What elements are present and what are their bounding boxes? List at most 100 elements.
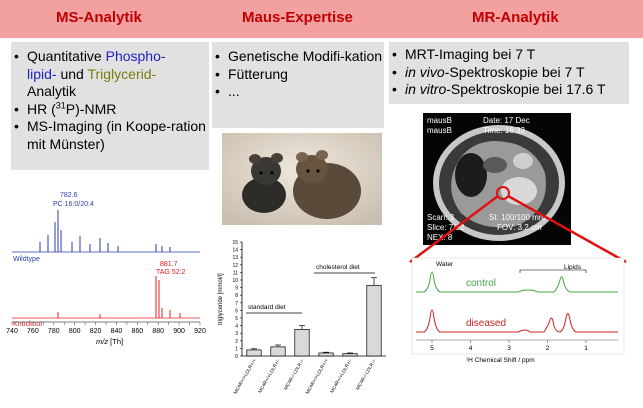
chart-y-tick-label: 12: [232, 263, 238, 269]
svg-text:standard diet: standard diet: [248, 304, 286, 311]
mri-slice: Slice: 7/12: [427, 223, 465, 232]
chart-category-label: MC4R+/+LDLR+/-: [257, 358, 282, 395]
lipids-bracket: [519, 269, 587, 273]
chart-category-label: MC4R-/-LDLR-/-: [283, 358, 306, 392]
chart-bar: [294, 329, 310, 357]
title-maus-expertise: Maus-Expertise: [242, 9, 353, 26]
chart-bar: [318, 352, 334, 357]
svg-text:cholesterol diet: cholesterol diet: [316, 264, 360, 271]
chart-y-tick-label: 9: [235, 286, 238, 292]
mouse-photo: [222, 133, 382, 225]
mr-item-in-vivo: in vivo-Spektroskopie bei 7 T: [389, 64, 629, 82]
chart-y-tick-label: 6: [235, 308, 238, 314]
chart-bar: [366, 284, 382, 357]
mr-panel: MRT-Imaging bei 7 T in vivo-Spektroskopi…: [389, 42, 629, 104]
chart-y-tick-label: 15: [232, 240, 238, 246]
nmr-x-label: ¹H Chemical Shift / ppm: [466, 357, 535, 364]
title-mr-analytik: MR-Analytik: [472, 9, 559, 26]
nmr-x-tick-label: 2: [546, 345, 550, 352]
nmr-label-control: control: [466, 278, 496, 289]
chart-y-tick-label: 5: [235, 316, 238, 322]
chart-y-tick-label: 1: [235, 346, 238, 352]
chart-y-tick-label: 4: [235, 324, 238, 330]
ms-x-tick-label: 740: [6, 328, 18, 335]
nmr-x-axis: 5 4 3 2 1: [430, 340, 588, 352]
ms-spectrum: 782.6 PC 16:0/20:4 Wildtype 881.7 TAG 52…: [6, 192, 206, 346]
mri-date: Date: 17 Dec: [483, 116, 530, 125]
chart-y-tick-label: 14: [232, 248, 238, 254]
nmr-x-tick-label: 1: [584, 345, 588, 352]
mouse-right: [293, 150, 361, 219]
knockout-trace: [12, 276, 200, 319]
chart-y-tick-label: 8: [235, 293, 238, 299]
mouse-item-fuetterung: Fütterung: [212, 66, 384, 84]
ms-x-tick-label: 800: [69, 328, 81, 335]
nmr-x-tick-label: 3: [507, 345, 511, 352]
mri-name-2: mausB: [427, 126, 452, 135]
ms-x-tick-label: 840: [111, 328, 123, 335]
nmr-diseased-trace: [416, 309, 618, 333]
ms-x-label: m/z [Th]: [96, 337, 123, 346]
mri-nex: NEX: 8: [427, 233, 453, 242]
mr-item-in-vitro: in vitro-Spektroskopie bei 17.6 T: [389, 81, 629, 99]
chart-bar: [342, 353, 358, 357]
mouse-left: [242, 153, 286, 213]
peak-782-mz: 782.6: [60, 192, 78, 199]
annotation-standard-diet: standard diet: [246, 304, 302, 314]
mri-image: mausB Date: 17 Dec mausB Time: 16:32 Sca…: [423, 113, 571, 245]
label-knockout: Knockout: [13, 321, 42, 328]
chart-y-tick-label: 7: [235, 301, 238, 307]
nmr-label-diseased: diseased: [466, 318, 506, 329]
ms-x-tick-label: 860: [131, 328, 143, 335]
peak-881-name: TAG 52:2: [156, 269, 186, 276]
nmr-control-trace: [416, 271, 618, 293]
ms-item-quantitative: Quantitative Phospho-lipid- und Triglyce…: [11, 48, 209, 101]
chart-y-tick-label: 13: [232, 255, 238, 261]
ms-x-tick-label: 880: [152, 328, 164, 335]
nmr-label-lipids: Lipids: [564, 264, 582, 271]
peak-881-mz: 881.7: [160, 261, 178, 268]
ms-x-tick-label: 900: [173, 328, 185, 335]
annotation-cholesterol-diet: cholesterol diet: [314, 264, 375, 274]
mri-scan: Scan: 3: [427, 213, 455, 222]
roi-marker: [496, 186, 510, 200]
mri-fov: FOV: 3.2 cm: [497, 223, 542, 232]
chart-y-label: triglyceride [mmol/l]: [218, 273, 224, 325]
peak-782-name: PC 16:0/20:4: [53, 201, 94, 208]
mouse-panel: Genetische Modifi-kation Fütterung ...: [212, 42, 384, 128]
chart-category-label: MC4R+/+LDLR+/+: [233, 358, 258, 396]
mr-item-imaging: MRT-Imaging bei 7 T: [389, 46, 629, 64]
nmr-spectra: Water Lipids control diseased 5 4 3 2 1 ¹H C…: [411, 257, 625, 364]
wildtype-trace: [12, 210, 200, 253]
ms-item-imaging: MS-Imaging (in Koope-ration mit Münster): [11, 118, 209, 153]
chart-y-tick-label: 11: [233, 270, 238, 276]
mri-name-1: mausB: [427, 116, 452, 125]
nmr-label-water: Water: [436, 261, 454, 268]
ms-x-tick-label: 760: [27, 328, 39, 335]
ms-item-hr-nmr: HR (31P)-NMR: [11, 100, 209, 119]
label-wildtype: Wildtype: [13, 256, 40, 263]
title-ms-analytik: MS-Analytik: [56, 9, 142, 26]
chart-category-label: MC4R+/+LDLR+/-: [329, 358, 354, 395]
chart-category-label: MC4R-/-LDLR-/-: [355, 358, 378, 392]
ms-x-tick-label: 780: [48, 328, 60, 335]
chart-y-tick-label: 2: [235, 339, 238, 345]
mri-si: SI: 100/100 mm: [489, 213, 546, 222]
mouse-item-genetik: Genetische Modifi-kation: [212, 48, 384, 66]
nmr-x-tick-label: 4: [469, 345, 473, 352]
mouse-item-more: ...: [212, 83, 384, 101]
chart-y-tick-label: 10: [232, 278, 238, 284]
chart-category-label: MC4R+/+LDLR+/+: [305, 358, 330, 396]
mri-time: Time: 16:32: [483, 126, 525, 135]
ms-panel: Quantitative Phospho-lipid- und Triglyce…: [11, 42, 209, 170]
chart-y-tick-label: 0: [235, 354, 238, 360]
chart-y-tick-label: 3: [235, 331, 238, 337]
chart-bar: [246, 349, 262, 357]
ms-x-tick-label: 820: [90, 328, 102, 335]
chart-bar: [270, 346, 286, 357]
ms-x-axis: 740 760 780 800 820 840 860 880 900 920: [6, 321, 206, 335]
ms-x-tick-label: 920: [194, 328, 206, 335]
nmr-x-tick-label: 5: [430, 345, 434, 352]
